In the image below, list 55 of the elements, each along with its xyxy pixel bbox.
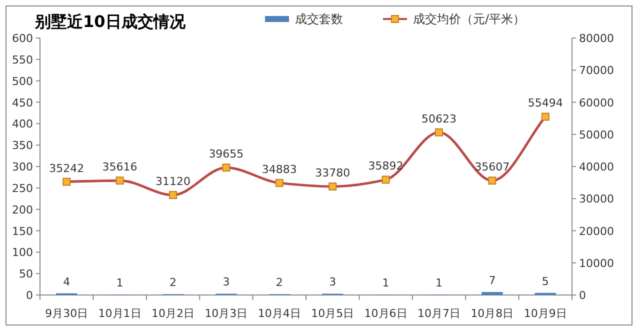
y-tick-label: 400 <box>12 118 33 131</box>
y-tick-label: 500 <box>12 74 33 88</box>
x-tick-label: 10月2日 <box>152 307 194 320</box>
data-label: 1 <box>116 276 124 290</box>
y2-tick-label: 70000 <box>579 64 614 78</box>
y2-tick-label: 30000 <box>579 192 614 206</box>
data-label: 35242 <box>49 162 84 175</box>
y-tick-label: 600 <box>12 32 33 45</box>
legend-label: 成交套数 <box>295 12 343 26</box>
y-tick-label: 50 <box>19 268 33 281</box>
data-label: 3 <box>329 276 336 289</box>
data-label: 39655 <box>208 148 244 161</box>
data-label: 2 <box>276 276 283 290</box>
y-tick-label: 0 <box>26 289 33 302</box>
y-tick-label: 150 <box>12 224 33 238</box>
y2-tick-label: 0 <box>579 289 586 302</box>
y-tick-label: 200 <box>12 203 33 216</box>
chart-title: 别墅近10日成交情况 <box>34 12 186 31</box>
y2-tick-label: 20000 <box>579 224 614 238</box>
data-label: 7 <box>488 274 496 287</box>
y2-tick-label: 10000 <box>579 256 614 270</box>
y-tick-label: 100 <box>12 246 33 260</box>
data-label: 35616 <box>102 160 138 174</box>
y2-tick-label: 60000 <box>579 96 614 110</box>
x-tick-label: 10月6日 <box>364 307 408 320</box>
x-tick-label: 10月9日 <box>524 307 567 320</box>
data-label: 35607 <box>474 160 510 174</box>
y2-tick-label: 40000 <box>579 160 614 174</box>
data-label: 55494 <box>528 96 563 110</box>
data-label: 4 <box>63 275 70 288</box>
data-label: 3 <box>222 276 230 289</box>
x-tick-label: 10月3日 <box>204 307 248 320</box>
x-tick-label: 10月8日 <box>470 307 514 320</box>
data-label: 2 <box>170 276 176 290</box>
data-label: 35892 <box>368 160 404 173</box>
data-label: 5 <box>542 274 549 288</box>
legend-label: 成交均价（元/平米） <box>413 12 526 26</box>
data-label: 1 <box>382 276 390 290</box>
data-label: 33780 <box>315 166 350 180</box>
x-tick-label: 10月4日 <box>258 307 301 320</box>
data-label: 31120 <box>156 175 190 188</box>
y-tick-label: 350 <box>12 139 33 152</box>
y-tick-label: 450 <box>12 96 33 110</box>
x-tick-label: 9月30日 <box>45 307 88 320</box>
y-tick-label: 250 <box>12 182 33 195</box>
x-tick-label: 10月1日 <box>98 307 142 320</box>
x-tick-label: 10月5日 <box>311 307 354 320</box>
y-tick-label: 300 <box>12 160 33 174</box>
y2-tick-label: 50000 <box>579 128 614 142</box>
data-label: 50623 <box>422 112 456 126</box>
x-tick-label: 10月7日 <box>418 307 460 320</box>
y-tick-label: 550 <box>12 53 33 66</box>
data-label: 1 <box>436 276 442 290</box>
y2-tick-label: 80000 <box>579 32 614 45</box>
data-label: 34883 <box>262 162 297 176</box>
